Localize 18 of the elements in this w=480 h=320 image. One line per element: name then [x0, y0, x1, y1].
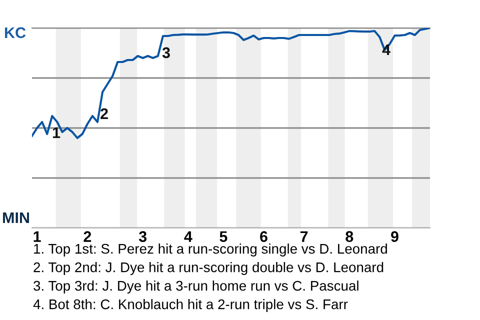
annotation: 3: [162, 47, 170, 58]
text: 4. Bot 8th: C. Knoblauch hit a 2-run triple vs S. Farr: [33, 299, 348, 312]
text: KC: [5, 27, 26, 38]
text: 2. Top 2nd: J. Dye hit a run-scoring double vs D. Leonard: [34, 262, 384, 275]
text: 3. Top 3rd: J. Dye hit a 3-run home run vs C. Pascual: [34, 280, 358, 294]
x-tick-label: 3: [138, 231, 147, 242]
text: MIN: [3, 212, 29, 223]
x-tick-label: 5: [220, 231, 228, 242]
x-tick-label: 7: [300, 231, 308, 242]
x-tick-label: 6: [260, 231, 268, 242]
x-tick-label: 2: [84, 231, 92, 242]
x-tick-label: 1: [34, 231, 41, 242]
x-tick-label: 8: [346, 231, 354, 242]
x-tick-label: 4: [184, 231, 192, 242]
annotation: 1: [52, 127, 60, 138]
x-tick-label: 9: [391, 231, 398, 242]
annotation: 2: [100, 108, 108, 119]
text: 1. Top 1st: S. Perez hit a run-scoring single vs D. Leonard: [34, 244, 387, 256]
